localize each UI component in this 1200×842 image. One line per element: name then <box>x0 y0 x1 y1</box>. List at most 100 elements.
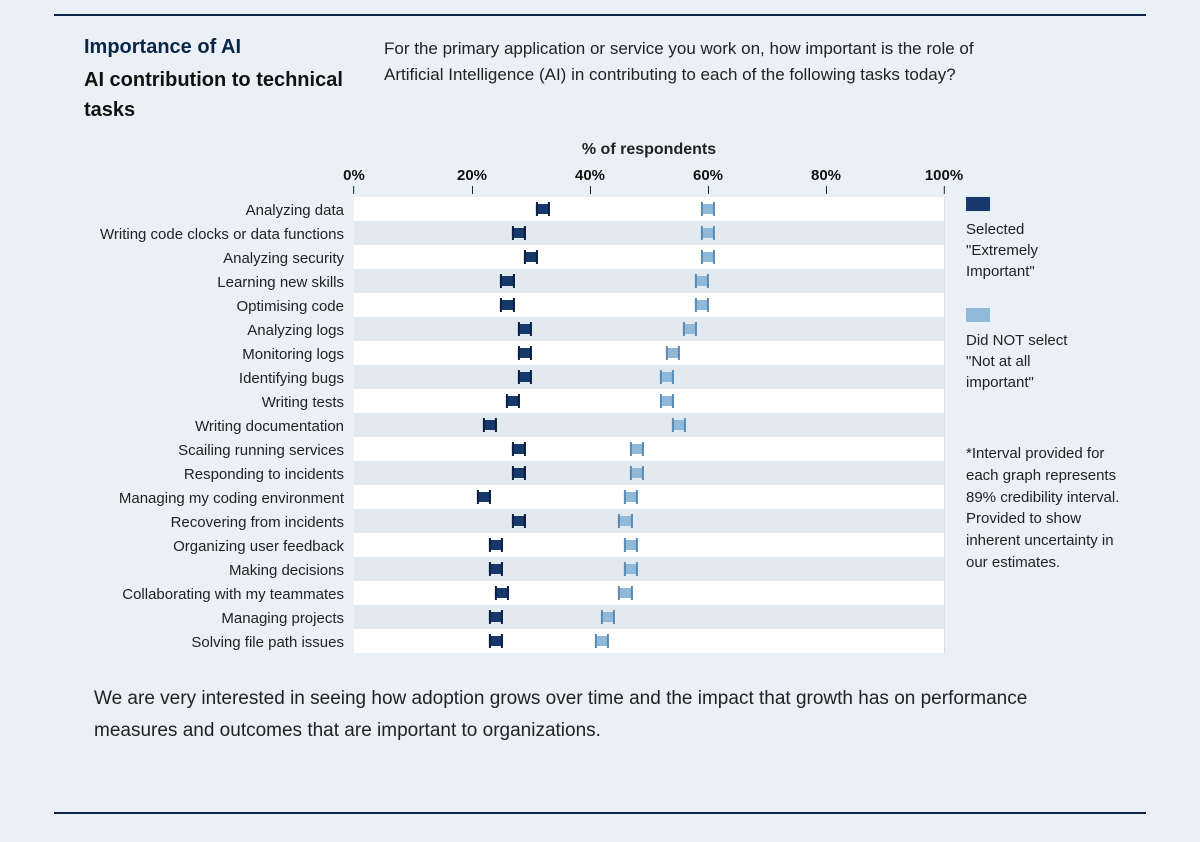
legend-item-selected: Selected "Extremely Important" <box>966 197 1124 282</box>
x-tick: 80% <box>811 167 841 194</box>
chart-row <box>354 461 944 485</box>
chart-row <box>354 365 944 389</box>
survey-question: For the primary application or service y… <box>384 36 1146 125</box>
interval-marker <box>695 300 709 310</box>
row-label: Writing code clocks or data functions <box>54 223 354 247</box>
chart-row <box>354 581 944 605</box>
legend-swatch-selected <box>966 197 990 211</box>
interval-marker <box>524 252 538 262</box>
interval-marker <box>701 228 715 238</box>
interval-marker <box>512 468 526 478</box>
chart-row <box>354 605 944 629</box>
row-label: Managing my coding environment <box>54 487 354 511</box>
plot-area <box>354 197 944 653</box>
interval-marker <box>518 372 532 382</box>
header-block: Importance of AI AI contribution to tech… <box>54 36 1146 125</box>
interval-marker <box>518 348 532 358</box>
interval-marker <box>624 492 638 502</box>
row-label: Recovering from incidents <box>54 511 354 535</box>
row-label: Identifying bugs <box>54 367 354 391</box>
legend-swatch-not-selected <box>966 308 990 322</box>
row-label: Optimising code <box>54 295 354 319</box>
chart-row <box>354 533 944 557</box>
row-label: Analyzing data <box>54 199 354 223</box>
row-label: Analyzing security <box>54 247 354 271</box>
chart-row <box>354 413 944 437</box>
row-label: Solving file path issues <box>54 631 354 655</box>
interval-marker <box>660 396 674 406</box>
row-label: Writing documentation <box>54 415 354 439</box>
chart-row <box>354 509 944 533</box>
interval-marker <box>512 516 526 526</box>
interval-marker <box>671 420 685 430</box>
chart-row <box>354 317 944 341</box>
interval-marker <box>489 612 503 622</box>
chart-row <box>354 437 944 461</box>
x-tick: 100% <box>925 167 963 194</box>
interval-marker <box>630 468 644 478</box>
row-label: Managing projects <box>54 607 354 631</box>
interval-marker <box>618 588 632 598</box>
interval-marker <box>494 588 508 598</box>
x-tick: 40% <box>575 167 605 194</box>
interval-marker <box>624 540 638 550</box>
interval-marker <box>695 276 709 286</box>
chart-row <box>354 557 944 581</box>
legend-text: Did NOT select <box>966 330 1124 351</box>
x-tick: 60% <box>693 167 723 194</box>
interval-marker <box>512 228 526 238</box>
interval-marker <box>506 396 520 406</box>
section-title-1: Importance of AI <box>84 36 354 59</box>
x-tick: 0% <box>343 167 365 194</box>
report-section: Importance of AI AI contribution to tech… <box>54 14 1146 814</box>
chart-row <box>354 629 944 653</box>
interval-marker <box>536 204 550 214</box>
interval-marker <box>500 300 514 310</box>
chart-row <box>354 485 944 509</box>
legend-text: "Extremely <box>966 240 1124 261</box>
section-title-2: AI contribution to technical tasks <box>84 65 354 125</box>
interval-marker <box>701 204 715 214</box>
interval-marker <box>477 492 491 502</box>
interval-marker <box>483 420 497 430</box>
interval-marker <box>601 612 615 622</box>
legend-column: Selected "Extremely Important" Did NOT s… <box>944 141 1124 655</box>
legend-text: "Not at all <box>966 351 1124 372</box>
chart-row <box>354 269 944 293</box>
closing-paragraph: We are very interested in seeing how ado… <box>94 683 1106 748</box>
interval-marker <box>518 324 532 334</box>
interval-marker <box>618 516 632 526</box>
row-label: Making decisions <box>54 559 354 583</box>
legend-item-not-selected: Did NOT select "Not at all important" <box>966 308 1124 393</box>
row-label: Organizing user feedback <box>54 535 354 559</box>
interval-marker <box>666 348 680 358</box>
row-label: Analyzing logs <box>54 319 354 343</box>
x-tick: 20% <box>457 167 487 194</box>
interval-marker <box>489 540 503 550</box>
x-axis: 0%20%40%60%80%100% <box>354 167 944 197</box>
legend-footnote: *Interval provided for each graph repres… <box>966 443 1124 574</box>
row-label: Learning new skills <box>54 271 354 295</box>
chart-row <box>354 389 944 413</box>
row-label: Responding to incidents <box>54 463 354 487</box>
interval-marker <box>489 636 503 646</box>
legend-text: important" <box>966 372 1124 393</box>
interval-marker <box>624 564 638 574</box>
interval-marker <box>660 372 674 382</box>
row-label: Writing tests <box>54 391 354 415</box>
chart-row <box>354 293 944 317</box>
interval-marker <box>500 276 514 286</box>
title-group: Importance of AI AI contribution to tech… <box>54 36 354 125</box>
x-axis-title: % of respondents <box>354 141 944 167</box>
row-label: Collaborating with my teammates <box>54 583 354 607</box>
chart-row <box>354 221 944 245</box>
chart-row <box>354 245 944 269</box>
plot-column: % of respondents 0%20%40%60%80%100% <box>354 141 944 655</box>
row-label: Scailing running services <box>54 439 354 463</box>
interval-marker <box>630 444 644 454</box>
interval-marker <box>489 564 503 574</box>
interval-marker <box>701 252 715 262</box>
chart-row <box>354 341 944 365</box>
chart: Analyzing dataWriting code clocks or dat… <box>54 141 1146 655</box>
interval-marker <box>512 444 526 454</box>
